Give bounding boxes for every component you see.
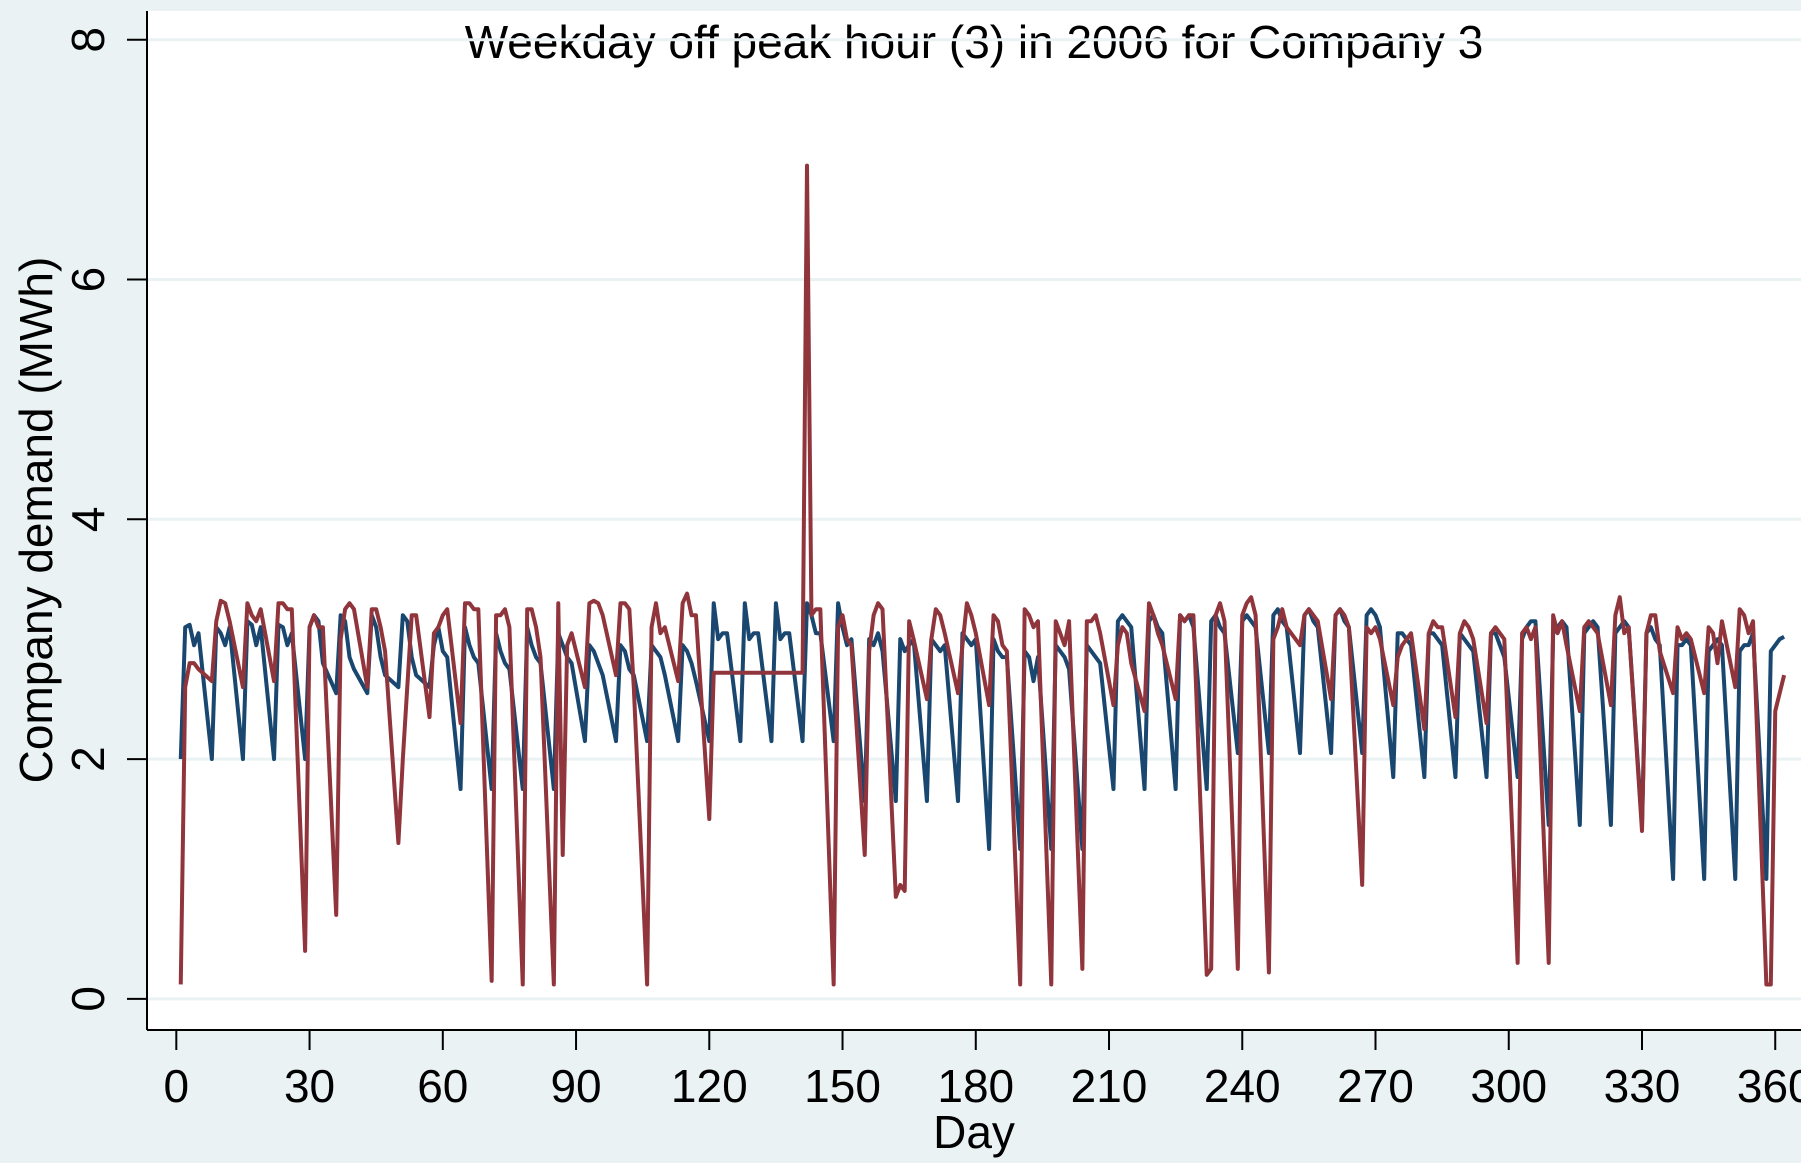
x-tick-label: 360	[1737, 1060, 1801, 1112]
x-tick-label: 30	[284, 1060, 335, 1112]
x-tick-label: 120	[671, 1060, 748, 1112]
x-tick-label: 180	[937, 1060, 1014, 1112]
y-tick-label: 6	[62, 267, 114, 293]
x-axis-title: Day	[933, 1106, 1015, 1158]
y-tick-label: 4	[62, 507, 114, 533]
x-tick-label: 270	[1337, 1060, 1414, 1112]
y-tick-label: 0	[62, 986, 114, 1012]
x-tick-label: 150	[804, 1060, 881, 1112]
x-tick-label: 60	[417, 1060, 468, 1112]
y-axis-title: Company demand (MWh)	[10, 257, 62, 784]
x-tick-label: 300	[1470, 1060, 1547, 1112]
x-tick-label: 0	[164, 1060, 190, 1112]
x-tick-label: 210	[1071, 1060, 1148, 1112]
chart-title: Weekday off peak hour (3) in 2006 for Co…	[465, 16, 1484, 68]
y-tick-label: 8	[62, 27, 114, 53]
x-tick-label: 240	[1204, 1060, 1281, 1112]
series-line	[178, 163, 1787, 987]
y-tick-label: 2	[62, 746, 114, 772]
x-tick-label: 90	[550, 1060, 601, 1112]
x-tick-label: 330	[1604, 1060, 1681, 1112]
